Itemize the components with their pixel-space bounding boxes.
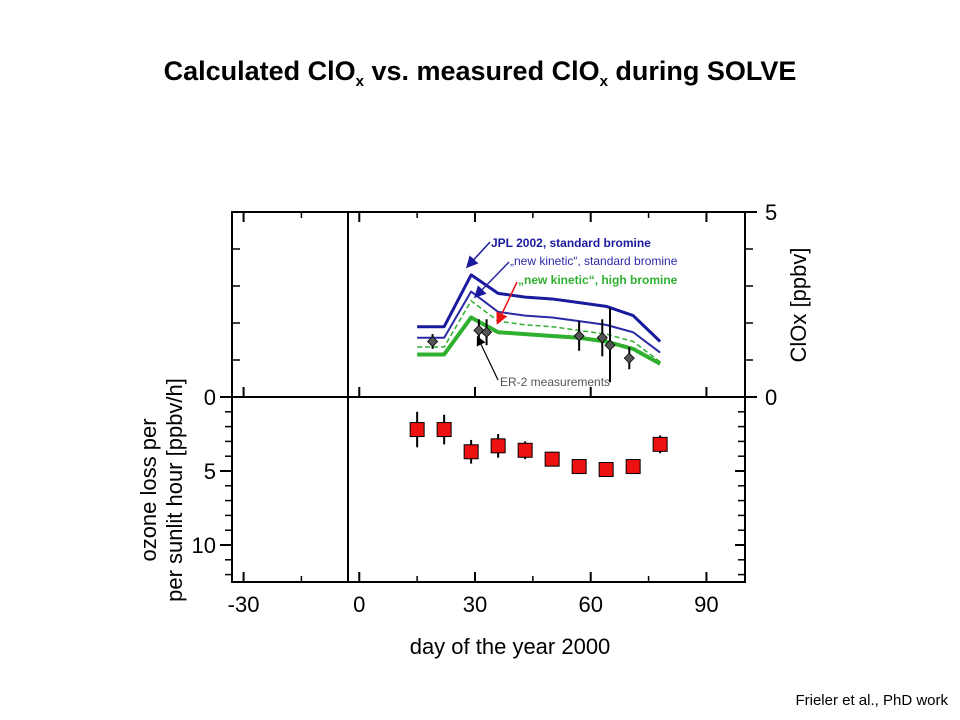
clox-panel (417, 275, 660, 382)
x-tick-label: -30 (228, 592, 260, 617)
lower-y-tick-label: 10 (192, 533, 216, 558)
er2-point (624, 353, 634, 363)
upper-y-axis-label: ClOx [ppbv] (786, 248, 811, 363)
ozone-loss-point (410, 423, 424, 437)
axes: -30 0 30 60 90 0 5 0 5 10 (192, 200, 778, 617)
ozone-loss-point (545, 452, 559, 466)
lower-y-tick-label: 0 (204, 385, 216, 410)
ozone-loss-point (437, 423, 451, 437)
upper-y-tick-label: 5 (765, 200, 777, 225)
x-tick-label: 90 (694, 592, 718, 617)
label-jpl: JPL 2002, standard bromine (491, 236, 651, 250)
ozone-loss-point (626, 460, 640, 474)
ozone-loss-point (491, 439, 505, 453)
lower-y-axis-label-line2: per sunlit hour [ppbv/h] (162, 378, 187, 602)
label-er2: ER-2 measurements (500, 375, 610, 389)
x-axis-label: day of the year 2000 (410, 634, 611, 659)
credit-note: Frieler et al., PhD work (795, 692, 948, 709)
er2-point (474, 325, 484, 335)
x-tick-label: 60 (578, 592, 602, 617)
lower-y-tick-label: 5 (204, 459, 216, 484)
ozone-loss-point (572, 460, 586, 474)
x-tick-label: 30 (463, 592, 487, 617)
lower-y-axis-label-line1: ozone loss per (136, 418, 161, 561)
arrow-er2 (478, 338, 498, 380)
ozone-loss-point (599, 463, 613, 477)
arrow-jpl (468, 242, 490, 266)
series-line-2 (417, 317, 660, 363)
ozone-loss-point (653, 437, 667, 451)
chart-figure: -30 0 30 60 90 0 5 0 5 10 ClOx [ppbv] ozone loss … (0, 0, 960, 720)
label-new-kinetic-high: „new kinetic“, high bromine (518, 273, 678, 287)
x-tick-label: 0 (353, 592, 365, 617)
label-new-kinetic-standard: „new kinetic“, standard bromine (510, 254, 678, 268)
upper-y-tick-label: 0 (765, 385, 777, 410)
ozone-loss-point (518, 443, 532, 457)
ozone-loss-point (464, 445, 478, 459)
ozone-loss-panel (410, 412, 667, 477)
arrow-new-kinetic-high (498, 282, 517, 322)
